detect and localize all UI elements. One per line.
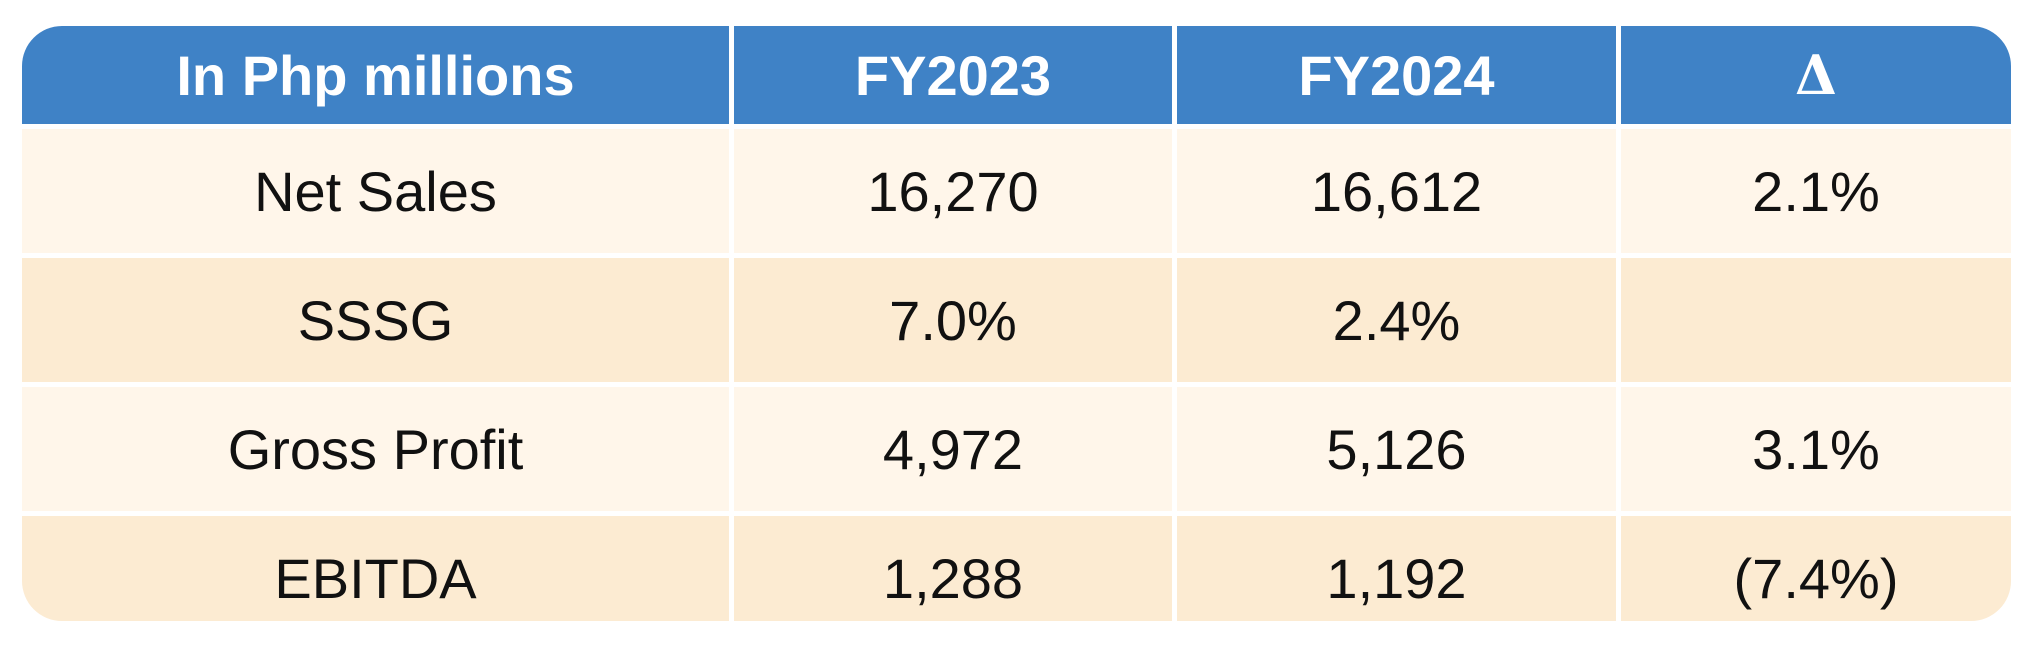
table-header-row: In Php millions FY2023 FY2024 Δ (22, 26, 2011, 124)
table-row: Net Sales 16,270 16,612 2.1% (22, 124, 2011, 253)
cell-delta: (7.4%) (1621, 511, 2011, 621)
cell-fy2024: 5,126 (1177, 382, 1621, 511)
data-table: In Php millions FY2023 FY2024 Δ Net Sale… (22, 26, 2011, 621)
cell-fy2024: 1,192 (1177, 511, 1621, 621)
cell-fy2023: 16,270 (734, 124, 1177, 253)
row-label: Gross Profit (22, 382, 734, 511)
table-row: SSSG 7.0% 2.4% (22, 253, 2011, 382)
column-header-delta: Δ (1621, 26, 2011, 124)
table-row: Gross Profit 4,972 5,126 3.1% (22, 382, 2011, 511)
cell-fy2023: 4,972 (734, 382, 1177, 511)
column-header-fy2024: FY2024 (1177, 26, 1621, 124)
cell-fy2024: 16,612 (1177, 124, 1621, 253)
cell-fy2023: 7.0% (734, 253, 1177, 382)
table-row: EBITDA 1,288 1,192 (7.4%) (22, 511, 2011, 621)
column-header-metric: In Php millions (22, 26, 734, 124)
cell-delta (1621, 253, 2011, 382)
column-header-fy2023: FY2023 (734, 26, 1177, 124)
financial-summary-table: In Php millions FY2023 FY2024 Δ Net Sale… (22, 26, 2011, 621)
cell-delta: 2.1% (1621, 124, 2011, 253)
cell-delta: 3.1% (1621, 382, 2011, 511)
cell-fy2023: 1,288 (734, 511, 1177, 621)
row-label: EBITDA (22, 511, 734, 621)
row-label: SSSG (22, 253, 734, 382)
row-label: Net Sales (22, 124, 734, 253)
cell-fy2024: 2.4% (1177, 253, 1621, 382)
